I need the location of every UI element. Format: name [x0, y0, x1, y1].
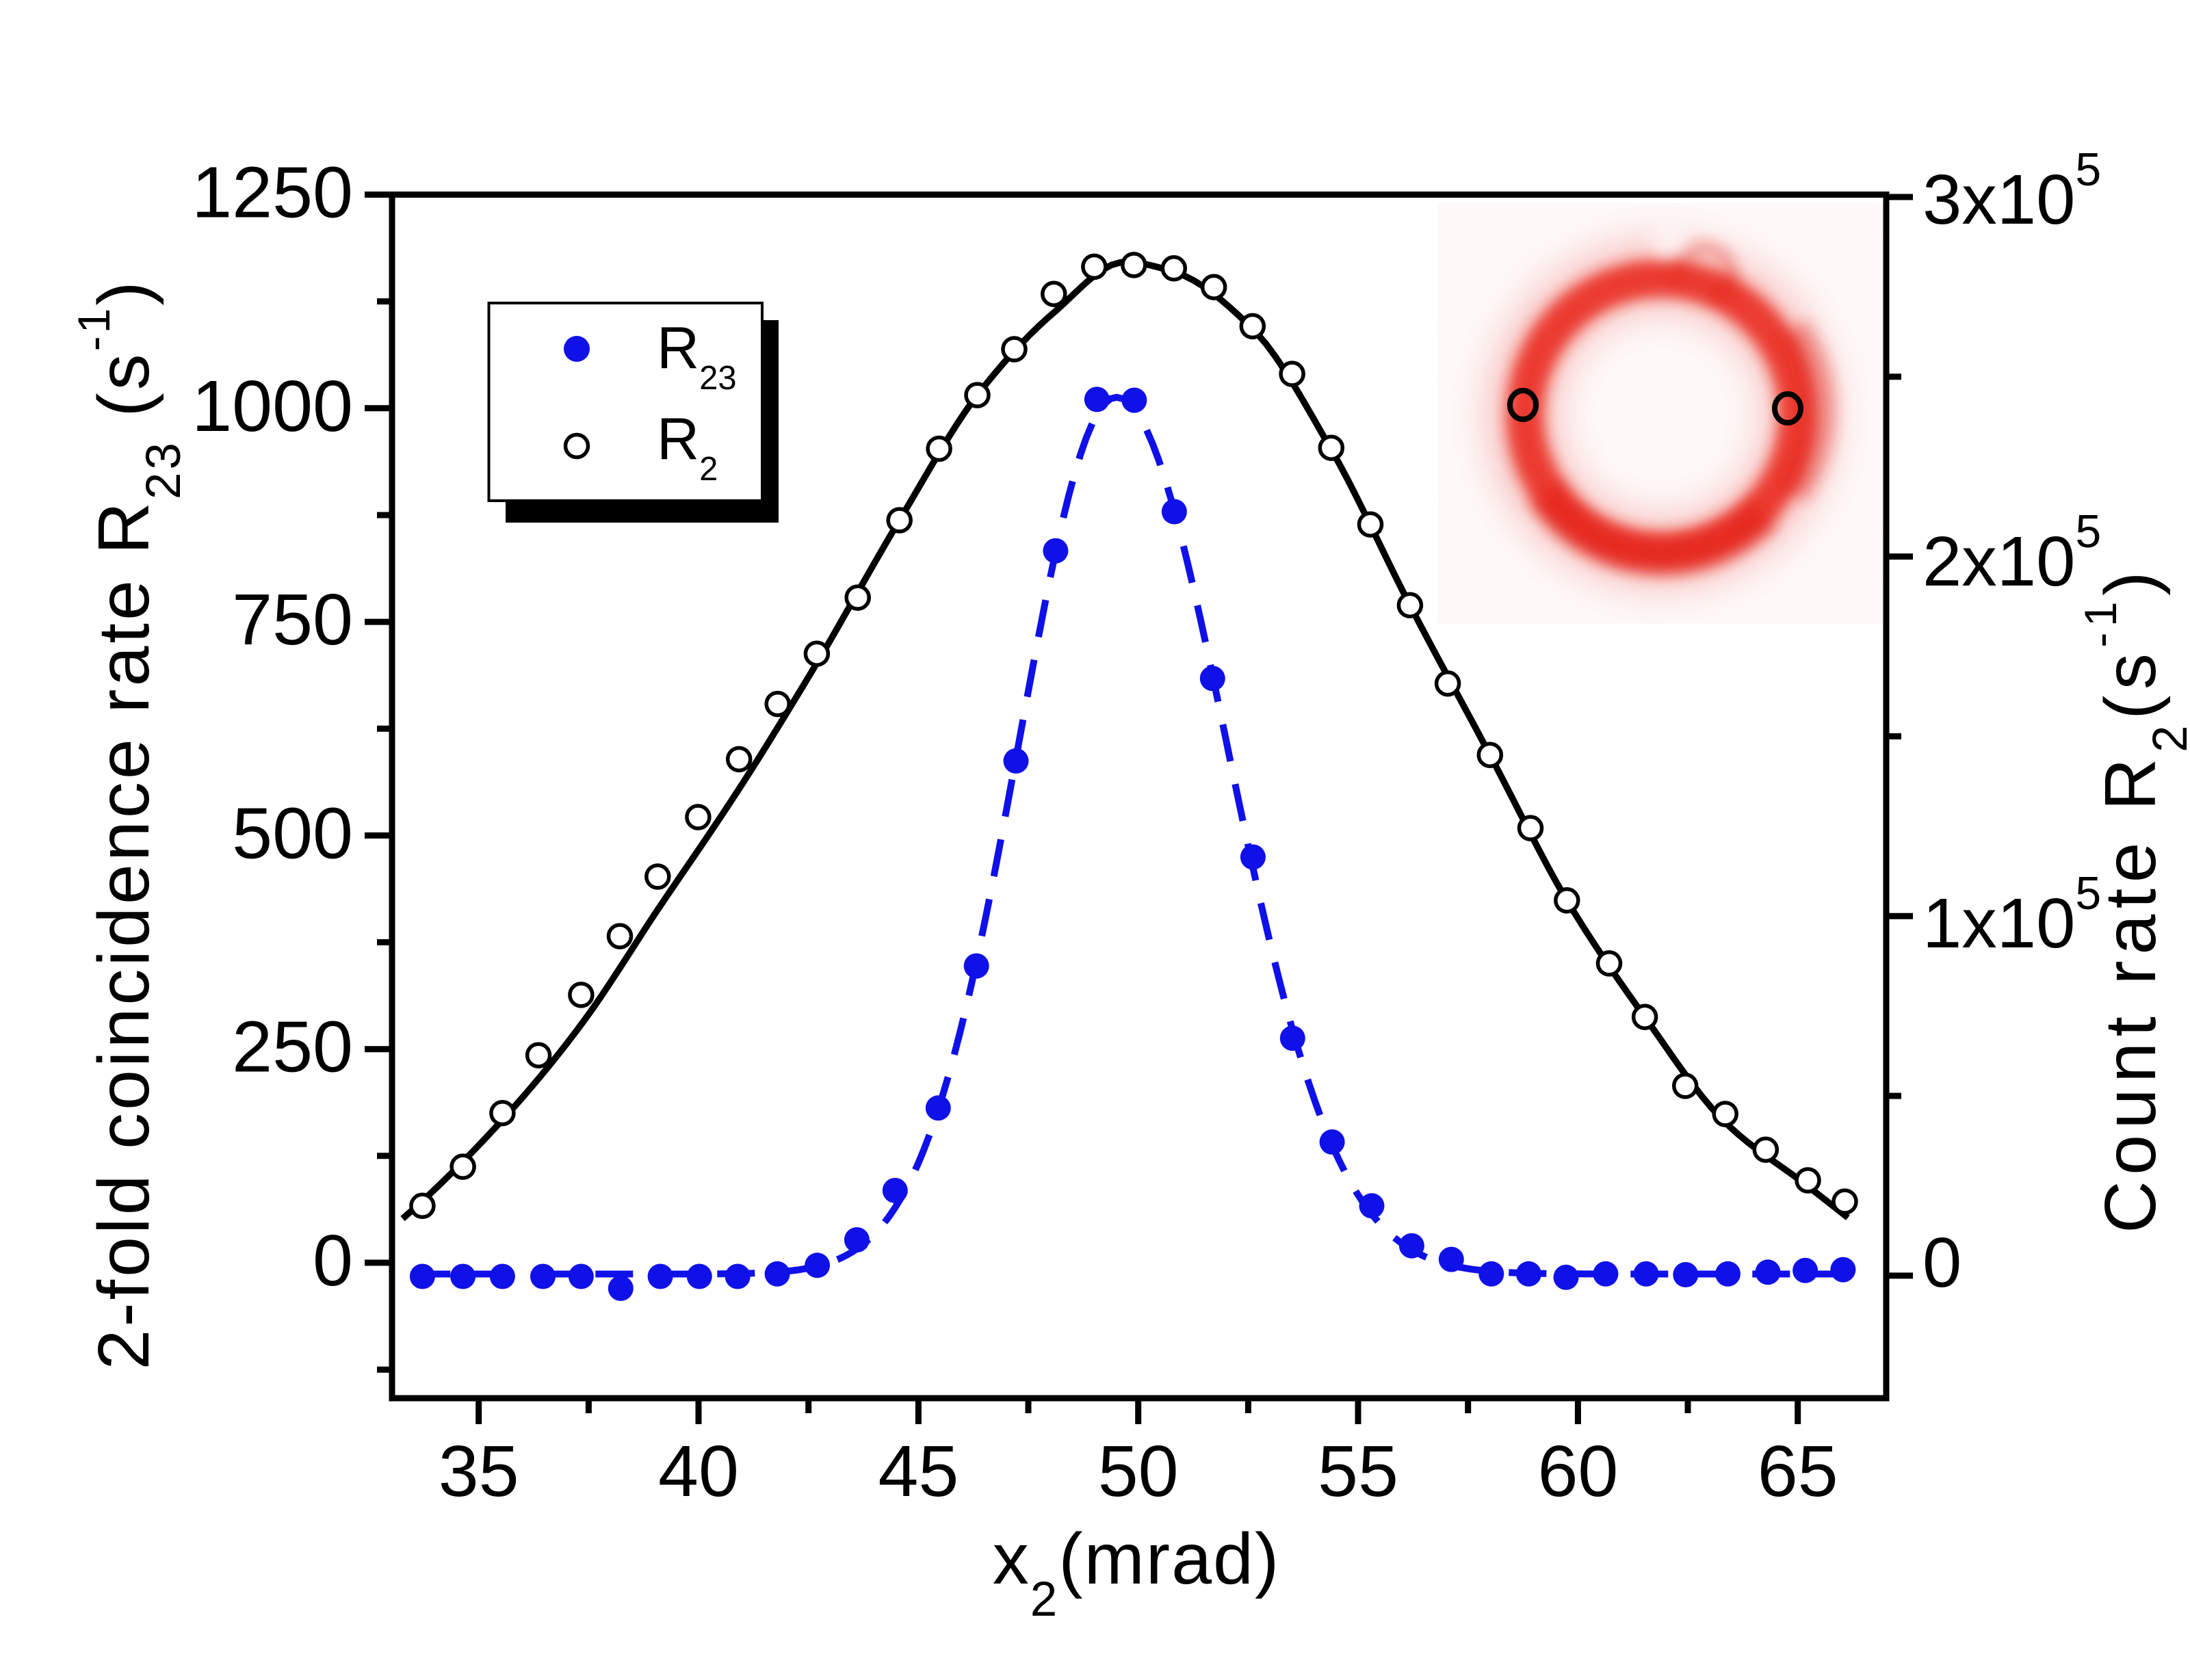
svg-text:40: 40 — [658, 1431, 739, 1512]
svg-text:45: 45 — [878, 1431, 959, 1512]
svg-text:0: 0 — [313, 1220, 353, 1301]
svg-text:55: 55 — [1318, 1431, 1398, 1512]
svg-text:50: 50 — [1098, 1431, 1179, 1512]
svg-text:0: 0 — [1922, 1223, 1961, 1302]
svg-text:3x105: 3x105 — [1922, 144, 2101, 239]
svg-text:250: 250 — [232, 1007, 353, 1088]
svg-text:500: 500 — [232, 793, 353, 874]
svg-text:750: 750 — [232, 579, 353, 660]
svg-text:60: 60 — [1537, 1431, 1618, 1512]
svg-text:65: 65 — [1758, 1431, 1838, 1512]
svg-text:2x105: 2x105 — [1922, 506, 2101, 601]
svg-text:35: 35 — [439, 1431, 519, 1512]
svg-text:1250: 1250 — [192, 153, 353, 233]
svg-text:1000: 1000 — [192, 366, 353, 447]
svg-text:1x105: 1x105 — [1922, 867, 2101, 962]
